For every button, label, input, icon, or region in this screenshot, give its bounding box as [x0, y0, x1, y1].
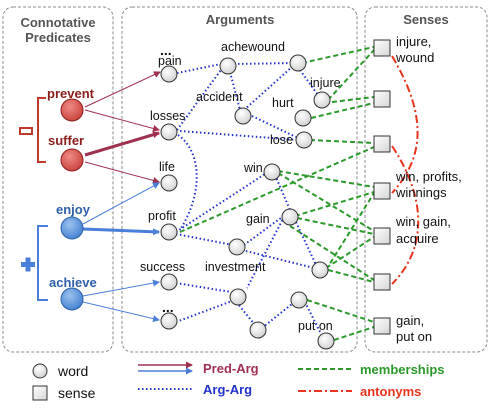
predicate-node-achieve[interactable]: achieve — [49, 275, 97, 311]
sense-node-win-profits-winnings[interactable] — [373, 182, 391, 200]
word-node-investment[interactable] — [228, 238, 246, 256]
word-node-investment-right[interactable] — [311, 261, 329, 279]
arg-label-ellipsis-bottom: ... — [162, 299, 174, 315]
negative-bracket — [19, 97, 46, 163]
predicate-label-achieve: achieve — [49, 275, 97, 290]
panel-senses: Senses — [364, 6, 488, 353]
word-node-profit[interactable] — [160, 223, 178, 241]
legend: word sense Pred-Arg Arg-Arg memberships … — [32, 361, 445, 401]
legend-arg-arg-label: Arg-Arg — [203, 382, 252, 397]
sense-node-3[interactable] — [373, 135, 391, 153]
sense-label-1-line2: wound — [395, 50, 434, 65]
legend-memberships-label: memberships — [360, 362, 445, 377]
word-node-accident[interactable] — [219, 57, 237, 75]
arg-label-ellipsis-top: ... — [160, 42, 172, 58]
sense-node-6[interactable] — [373, 273, 391, 291]
sense-label-1-line1: injure, — [396, 34, 431, 49]
word-node-gain[interactable] — [281, 208, 299, 226]
membership-edges — [179, 46, 375, 341]
predicate-node-enjoy[interactable]: enjoy — [56, 202, 91, 240]
arg-arg-edges — [175, 62, 323, 337]
predicate-label-enjoy: enjoy — [56, 202, 91, 217]
arg-label-success: success — [140, 260, 185, 274]
sense-node-gain-put-on[interactable] — [373, 317, 391, 335]
word-node-hurt[interactable] — [294, 109, 312, 127]
arg-label-life: life — [159, 160, 175, 174]
sense-node-2[interactable] — [373, 90, 391, 108]
plus-icon — [21, 257, 35, 272]
sense-node-win-gain-acquire[interactable] — [373, 227, 391, 245]
arg-label-win: win — [243, 161, 263, 175]
sense-label-6-line1: gain, — [396, 313, 424, 328]
pred-arg-edges — [82, 71, 161, 323]
legend-pred-arg-icon — [138, 361, 193, 375]
arg-label-injure: injure — [310, 76, 341, 90]
word-node-success[interactable] — [160, 273, 178, 291]
legend-sense-icon — [32, 385, 48, 401]
arg-label-accident: accident — [196, 90, 243, 104]
word-node-lose[interactable] — [295, 131, 313, 149]
arg-label-profit: profit — [148, 209, 176, 223]
word-node-bottom[interactable] — [249, 321, 267, 339]
arg-label-losses: losses — [150, 109, 185, 123]
arg-label-lose: lose — [270, 133, 293, 147]
legend-sense-label: sense — [58, 385, 96, 401]
word-node-lower-right[interactable] — [290, 291, 308, 309]
predicate-label-prevent: prevent — [47, 86, 95, 101]
panel-arguments-title: Arguments — [206, 12, 275, 27]
arg-label-achewound: achewound — [221, 40, 285, 54]
predicate-label-suffer: suffer — [48, 133, 84, 148]
panel-predicates: Connotative Predicates — [2, 6, 114, 353]
antonym-edges — [391, 55, 420, 285]
positive-bracket — [21, 225, 48, 301]
word-node-put-on[interactable] — [317, 332, 335, 350]
word-node-win[interactable] — [263, 163, 281, 181]
sense-label-4-line2: acquire — [396, 231, 439, 246]
word-node-pain[interactable] — [160, 65, 178, 83]
panel-arguments: Arguments — [121, 6, 358, 353]
panel-predicates-title-line2: Predicates — [25, 30, 91, 45]
word-node-ellipsis-bottom[interactable] — [160, 312, 178, 330]
minus-icon — [19, 127, 33, 135]
sense-label-6-line2: put on — [396, 329, 432, 344]
arg-label-hurt: hurt — [272, 96, 294, 110]
panel-senses-title: Senses — [403, 12, 449, 27]
word-node-hurt-left[interactable] — [234, 107, 252, 125]
arg-label-investment: investment — [205, 260, 266, 274]
arg-label-put-on: put on — [298, 319, 333, 333]
sense-node-injure-wound[interactable] — [373, 39, 391, 57]
legend-word-label: word — [57, 363, 88, 379]
predicate-node-suffer[interactable]: suffer — [48, 133, 84, 172]
legend-antonyms-label: antonyms — [360, 384, 421, 399]
word-node-achewound[interactable] — [289, 54, 307, 72]
panel-predicates-title-line1: Connotative — [20, 15, 95, 30]
word-node-losses[interactable] — [160, 123, 178, 141]
arg-label-pain: pain — [158, 54, 182, 68]
legend-word-icon — [32, 363, 48, 379]
legend-pred-arg-label: Pred-Arg — [203, 361, 259, 376]
arg-label-gain: gain — [246, 212, 270, 226]
sense-label-3-line1: win, profits, — [395, 169, 462, 184]
predicate-node-prevent[interactable]: prevent — [47, 86, 95, 122]
sense-label-4-line1: win, gain, — [395, 214, 451, 229]
sense-label-3-line2: winnings — [395, 185, 447, 200]
word-node-mid-lower[interactable] — [229, 288, 247, 306]
word-node-life[interactable] — [160, 174, 178, 192]
word-node-injure[interactable] — [313, 91, 331, 109]
